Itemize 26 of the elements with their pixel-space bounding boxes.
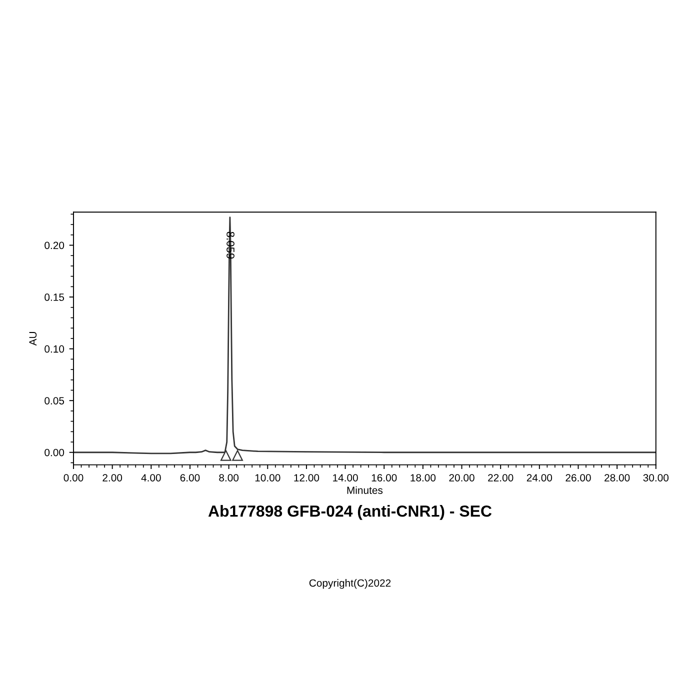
x-tick-label: 30.00 xyxy=(643,474,669,482)
y-tick-label: 0.10 xyxy=(44,345,64,353)
y-tick-label: 0.20 xyxy=(44,242,64,250)
x-tick-label: 24.00 xyxy=(526,474,552,482)
x-tick-label: 28.00 xyxy=(604,474,630,482)
x-axis-title: Minutes xyxy=(347,486,383,494)
x-tick-label: 20.00 xyxy=(449,474,474,482)
x-tick-label: 26.00 xyxy=(566,474,591,482)
x-tick-label: 8.00 xyxy=(219,474,239,482)
text: Ab177898 GFB-024 (anti-CNR1) - SEC xyxy=(208,505,492,520)
y-axis-title: AU xyxy=(29,332,37,346)
x-tick-label: 16.00 xyxy=(372,474,397,482)
annotation: 8.059 xyxy=(226,232,234,259)
x-tick-label: 14.00 xyxy=(333,474,358,482)
y-tick-label: 0.15 xyxy=(44,294,64,301)
x-tick-label: 4.00 xyxy=(141,474,161,482)
x-tick-label: 18.00 xyxy=(410,474,436,482)
y-tick-label: 0.00 xyxy=(44,448,64,456)
x-tick-label: 2.00 xyxy=(102,474,122,482)
y-tick-label: 0.05 xyxy=(44,397,64,404)
text: Copyright(C)2022 xyxy=(309,579,391,589)
x-tick-label: 0.00 xyxy=(64,474,84,482)
x-tick-label: 10.00 xyxy=(255,474,280,482)
x-tick-label: 6.00 xyxy=(180,474,200,482)
x-tick-label: 22.00 xyxy=(488,474,514,482)
x-tick-label: 12.00 xyxy=(294,474,320,482)
